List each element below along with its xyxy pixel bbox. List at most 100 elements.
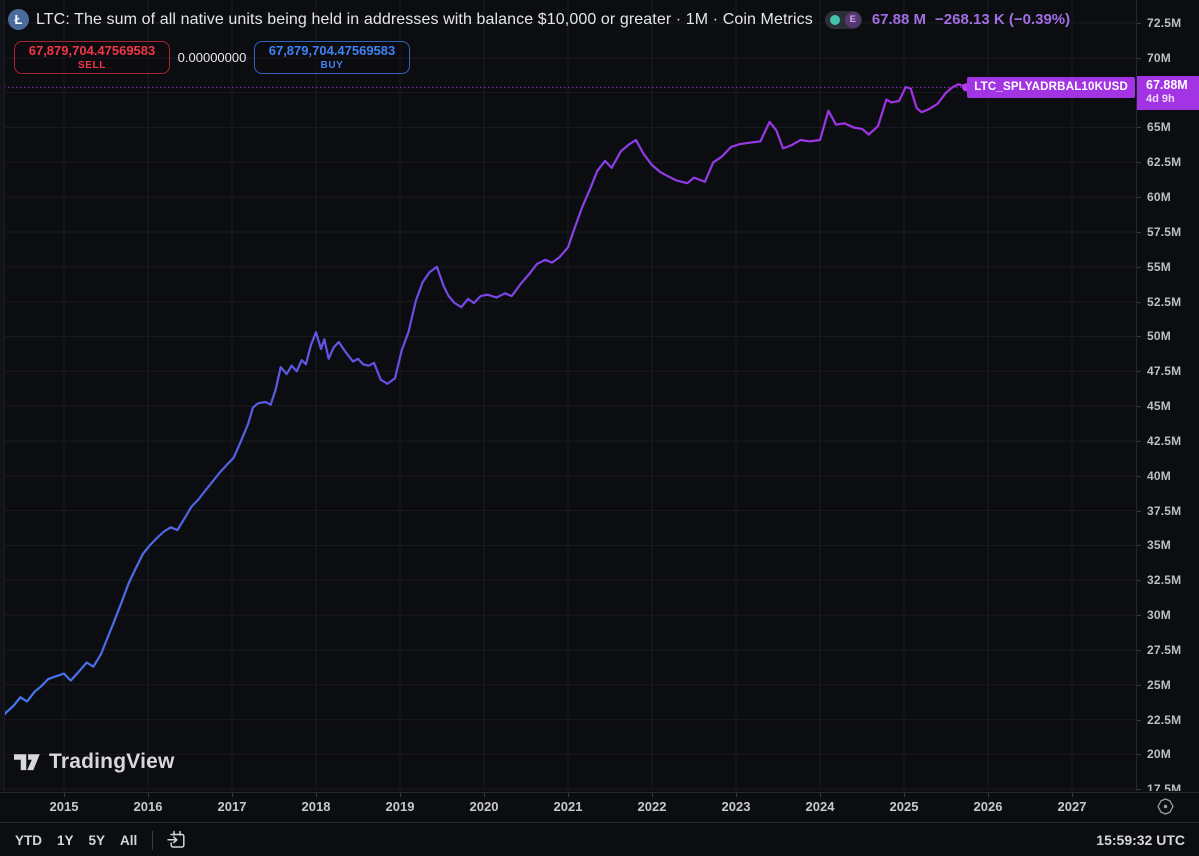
x-axis-label: 2027 [1057, 799, 1087, 814]
indicator-status-toggle[interactable]: E [824, 10, 862, 29]
error-badge-icon: E [844, 11, 861, 28]
x-axis-label: 2023 [721, 799, 751, 814]
axis-settings-gear-icon[interactable] [1156, 797, 1175, 816]
x-axis-label: 2017 [217, 799, 247, 814]
x-axis-label: 2019 [385, 799, 415, 814]
x-axis-tick [484, 793, 485, 797]
x-axis-tick [148, 793, 149, 797]
x-axis-label: 2022 [637, 799, 667, 814]
buy-button[interactable]: 67,879,704.47569583 BUY [254, 41, 410, 74]
y-axis-label: 45M [1147, 399, 1171, 414]
x-axis-tick [232, 793, 233, 797]
y-axis-label: 52.5M [1147, 294, 1182, 309]
y-axis-tick [1137, 754, 1141, 756]
y-axis-tick [1137, 510, 1141, 512]
range-1y-button[interactable]: 1Y [57, 832, 74, 848]
y-axis-tick [1137, 440, 1141, 442]
current-price-axis-label: 67.88M 4d 9h [1137, 76, 1199, 111]
x-axis-tick [64, 793, 65, 797]
y-axis-label: 57.5M [1147, 224, 1182, 239]
quantity-field[interactable]: 0.00000000 [177, 50, 247, 65]
status-dot-icon [829, 14, 840, 25]
sell-label: SELL [78, 59, 106, 71]
x-axis-tick [736, 793, 737, 797]
clock-utc[interactable]: 15:59:32 UTC [1096, 832, 1185, 848]
y-axis-tick [1137, 580, 1141, 582]
y-axis-tick [1137, 231, 1141, 233]
price-axis[interactable]: 67.88M 4d 9h 72.5M 70M 65M 62.5M 60M 57.5M 55M… [1136, 0, 1199, 791]
trade-panel: 67,879,704.47569583 SELL 0.00000000 67,8… [14, 41, 410, 74]
y-axis-tick [1137, 684, 1141, 686]
litecoin-icon: Ł [8, 9, 29, 30]
range-all-button[interactable]: All [120, 832, 138, 848]
y-axis-tick [1137, 475, 1141, 477]
x-axis-label: 2026 [973, 799, 1003, 814]
y-axis-label: 37.5M [1147, 503, 1182, 518]
y-axis-label: 72.5M [1147, 16, 1182, 30]
y-axis-tick [1137, 371, 1141, 373]
tradingview-logo[interactable]: TradingView [14, 750, 175, 774]
x-axis-tick [568, 793, 569, 797]
sell-button[interactable]: 67,879,704.47569583 SELL [14, 41, 170, 74]
y-axis-label: 35M [1147, 538, 1171, 553]
x-axis-tick [904, 793, 905, 797]
series-name-badge[interactable]: LTC_SPLYADRBAL10KUSD [967, 77, 1135, 99]
y-axis-label: 32.5M [1147, 573, 1182, 588]
axis-corner [1136, 792, 1199, 822]
x-axis-label: 2015 [49, 799, 79, 814]
chart-pane[interactable] [0, 0, 1136, 791]
x-axis-label: 2024 [805, 799, 835, 814]
sell-price: 67,879,704.47569583 [28, 42, 156, 58]
y-axis-tick [1137, 406, 1141, 408]
y-axis-label: 65M [1147, 120, 1171, 135]
legend-values: 67.88 M −268.13 K (−0.39%) [872, 11, 1070, 28]
x-axis-label: 2021 [553, 799, 583, 814]
y-axis-tick [1137, 545, 1141, 547]
last-value: 67.88 M [871, 11, 927, 28]
x-axis-label: 2016 [133, 799, 163, 814]
y-axis-tick [1137, 266, 1141, 268]
y-axis-tick [1137, 57, 1141, 59]
x-axis-tick [988, 793, 989, 797]
current-price-value: 67.88M [1146, 78, 1188, 93]
symbol-title[interactable]: LTC: The sum of all native units being h… [36, 10, 813, 28]
y-axis-label: 30M [1147, 608, 1171, 623]
legend-header: Ł LTC: The sum of all native units being… [8, 9, 1070, 30]
change-value: −268.13 K (−0.39%) [935, 11, 1071, 28]
y-axis-label: 55M [1147, 259, 1171, 274]
x-axis-tick [820, 793, 821, 797]
vertical-gridlines [63, 0, 1073, 791]
y-axis-tick [1137, 162, 1141, 164]
y-axis-tick [1137, 197, 1141, 199]
x-axis-label: 2025 [889, 799, 919, 814]
x-axis-tick [316, 793, 317, 797]
x-axis-label: 2018 [301, 799, 331, 814]
price-line-series [0, 83, 968, 722]
y-axis-label: 17.5M [1147, 782, 1182, 791]
buy-price: 67,879,704.47569583 [268, 42, 396, 58]
price-chart-svg [0, 0, 1136, 791]
range-5y-button[interactable]: 5Y [88, 832, 106, 848]
y-axis-label: 50M [1147, 329, 1171, 344]
y-axis-label: 22.5M [1147, 712, 1182, 727]
x-axis-tick [400, 793, 401, 797]
time-axis[interactable]: 2015 2016 2017 2018 2019 2020 2021 2022 2023 2024… [0, 792, 1136, 822]
y-axis-tick [1137, 336, 1141, 338]
y-axis-label: 62.5M [1147, 155, 1182, 170]
y-axis-tick [1137, 301, 1141, 303]
y-axis-label: 60M [1147, 190, 1171, 205]
y-axis-tick [1137, 789, 1141, 791]
y-axis-tick [1137, 719, 1141, 721]
x-axis-tick [652, 793, 653, 797]
y-axis-label: 42.5M [1147, 433, 1182, 448]
bottom-toolbar: YTD 1Y 5Y All 15:59:32 UTC [0, 822, 1199, 856]
range-ytd-button[interactable]: YTD [15, 832, 42, 848]
y-axis-label: 47.5M [1147, 364, 1182, 379]
y-axis-tick [1137, 23, 1141, 24]
tradingview-logo-mark [14, 753, 40, 770]
go-to-date-icon[interactable] [167, 830, 187, 850]
y-axis-label: 25M [1147, 677, 1171, 692]
y-axis-label: 70M [1147, 50, 1171, 65]
y-axis-tick [1137, 649, 1141, 651]
